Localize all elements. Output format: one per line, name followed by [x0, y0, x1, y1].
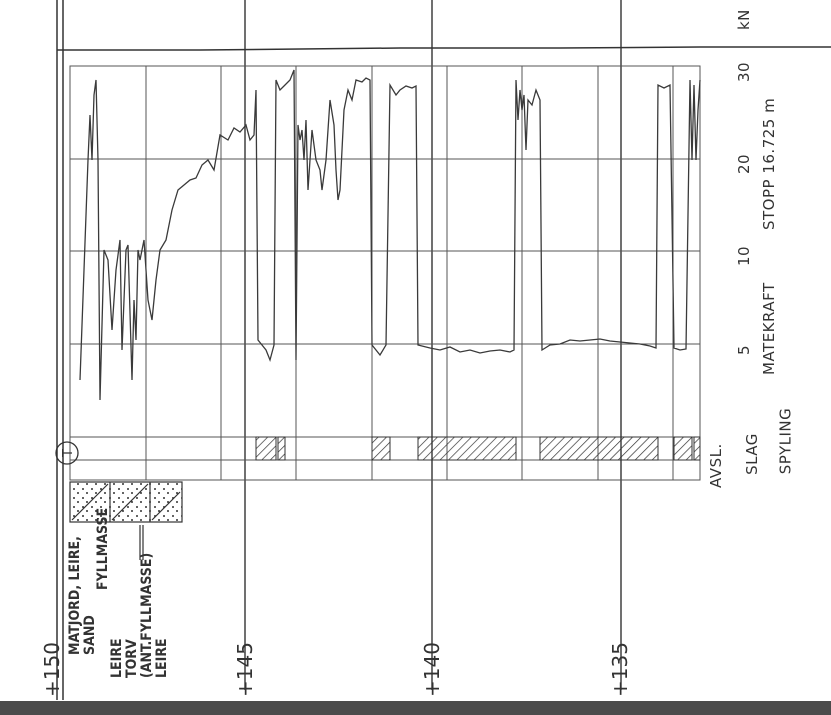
soil-symbol-box	[69, 481, 183, 560]
left-boundary	[56, 0, 64, 700]
ground-surface-line	[57, 46, 831, 51]
soil-layer-label-1: MATJORD, LEIRE, SAND	[67, 536, 98, 655]
force-chart-grid	[69, 65, 701, 481]
elevation-label-145: +145	[233, 642, 257, 697]
force-axis-label: MATEKRAFT	[760, 282, 778, 375]
scale-tick-5: 5	[735, 344, 753, 355]
elevation-label-140: +140	[420, 642, 444, 697]
elevation-lines	[244, 0, 622, 690]
bottom-bar	[0, 701, 831, 715]
svg-text:T: T	[61, 449, 76, 458]
spyling-label: SPYLING	[776, 407, 795, 475]
avsl-column	[255, 436, 701, 461]
scale-tick-20: 20	[735, 153, 753, 174]
scale-tick-10: 10	[735, 245, 753, 266]
fyllmasse-label: FYLLMASSE	[95, 507, 111, 590]
soil-layer-label-2: LEIRE TORV (ANT.FYLLMASSE) LEIRE	[109, 552, 170, 678]
stop-depth-label: STOPP 16.725 m	[760, 97, 778, 230]
elevation-label-150: +150	[40, 642, 64, 697]
scale-unit: kN	[735, 9, 753, 30]
force-trace	[79, 69, 701, 401]
slag-label: SLAG	[742, 433, 761, 475]
scale-tick-30: 30	[735, 61, 753, 82]
avsl-label: AVSL.	[707, 443, 725, 488]
elevation-label-135: +135	[608, 642, 632, 697]
tool-symbol: T	[55, 441, 79, 465]
